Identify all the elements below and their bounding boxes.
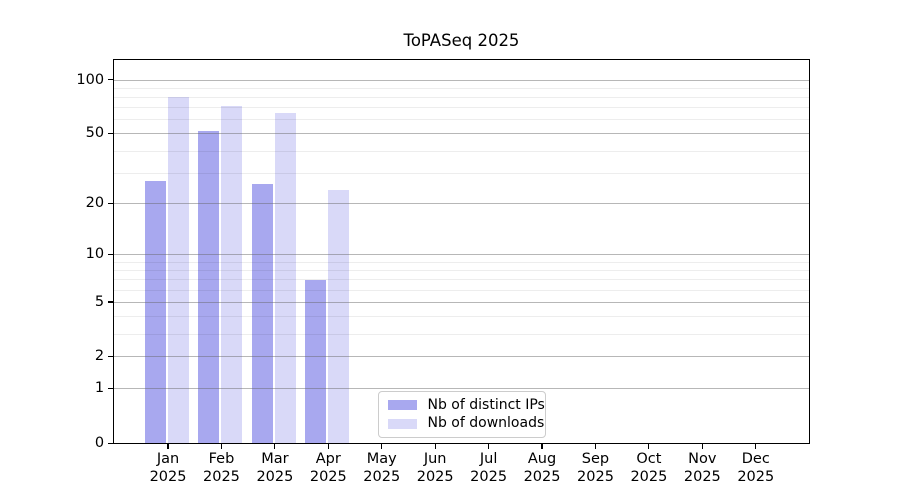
minor-gridline-8: [114, 269, 810, 271]
bar-mar-distinct-ips: [251, 183, 273, 444]
bar-jan-distinct-ips: [144, 180, 166, 444]
minor-gridline-40: [114, 150, 810, 152]
y-tick-mark-20: [108, 202, 113, 204]
legend-swatch-downloads: [387, 418, 417, 429]
x-tick-label-oct: Oct 2025: [630, 451, 668, 485]
x-tick-mark-jan: [167, 444, 169, 449]
major-gridline-100: [114, 79, 810, 81]
minor-gridline-4: [114, 316, 810, 318]
bar-apr-downloads: [328, 189, 350, 444]
x-tick-mark-jun: [434, 444, 436, 449]
y-tick-mark-1: [108, 387, 113, 390]
minor-gridline-70: [114, 107, 810, 109]
x-tick-label-sep: Sep 2025: [577, 451, 614, 485]
x-tick-label-mar: Mar 2025: [256, 451, 294, 485]
x-tick-mark-apr: [327, 444, 329, 449]
bar-feb-distinct-ips: [198, 130, 220, 444]
x-tick-mark-sep: [594, 444, 597, 449]
x-tick-label-nov: Nov 2025: [683, 451, 721, 485]
y-tick-label-1: 1: [94, 380, 105, 397]
y-tick-label-100: 100: [76, 71, 105, 88]
y-tick-mark-50: [108, 132, 113, 135]
x-tick-label-jun: Jun 2025: [416, 451, 454, 485]
legend-label: Nb of downloads: [427, 415, 545, 432]
minor-gridline-60: [114, 119, 810, 121]
minor-gridline-6: [114, 289, 810, 291]
x-tick-label-jul: Jul 2025: [470, 451, 508, 485]
minor-gridline-3: [114, 333, 810, 335]
y-tick-mark-5: [108, 301, 113, 303]
y-tick-label-50: 50: [85, 125, 105, 142]
x-tick-label-may: May 2025: [363, 451, 401, 485]
y-tick-label-0: 0: [94, 434, 105, 451]
x-tick-mark-dec: [755, 444, 757, 449]
y-tick-mark-2: [108, 356, 113, 358]
x-tick-mark-may: [381, 444, 383, 449]
y-tick-label-2: 2: [94, 348, 105, 365]
major-gridline-2: [114, 356, 810, 358]
legend-item-distinct-ips: Nb of distinct IPs: [387, 397, 545, 414]
y-tick-mark-100: [108, 79, 113, 81]
major-gridline-1: [114, 388, 810, 390]
x-tick-label-dec: Dec 2025: [737, 451, 775, 485]
y-tick-mark-10: [108, 253, 113, 255]
minor-gridline-30: [114, 172, 810, 174]
x-tick-mark-jul: [488, 444, 490, 449]
x-tick-mark-aug: [541, 444, 543, 449]
minor-gridline-7: [114, 279, 810, 281]
major-gridline-10: [114, 254, 810, 256]
x-tick-mark-mar: [274, 444, 276, 449]
major-gridline-50: [114, 133, 810, 135]
y-tick-label-5: 5: [94, 293, 105, 310]
minor-gridline-9: [114, 261, 810, 263]
bar-jan-downloads: [167, 97, 189, 444]
major-gridline-5: [114, 301, 810, 303]
bar-apr-distinct-ips: [305, 279, 327, 444]
x-tick-mark-feb: [220, 444, 223, 449]
legend-label: Nb of distinct IPs: [427, 396, 545, 413]
major-gridline-20: [114, 203, 810, 205]
x-tick-mark-nov: [701, 444, 703, 449]
y-tick-mark-0: [108, 442, 113, 444]
x-tick-mark-oct: [648, 444, 650, 449]
legend-item-downloads: Nb of downloads: [387, 415, 544, 432]
y-tick-label-20: 20: [85, 195, 105, 212]
minor-gridline-80: [114, 96, 810, 98]
x-tick-label-feb: Feb 2025: [203, 451, 240, 485]
chart-title: ToPASeq 2025: [403, 31, 520, 50]
minor-gridline-90: [114, 87, 810, 89]
legend: Nb of distinct IPs Nb of downloads: [377, 391, 546, 438]
x-tick-label-jan: Jan 2025: [149, 451, 187, 485]
bar-feb-downloads: [221, 105, 243, 444]
y-tick-label-10: 10: [85, 246, 105, 263]
x-tick-label-apr: Apr 2025: [309, 451, 347, 485]
legend-swatch-distinct-ips: [387, 400, 417, 411]
bar-mar-downloads: [274, 113, 296, 444]
plot-area: [113, 59, 811, 445]
x-tick-label-aug: Aug 2025: [523, 451, 561, 485]
